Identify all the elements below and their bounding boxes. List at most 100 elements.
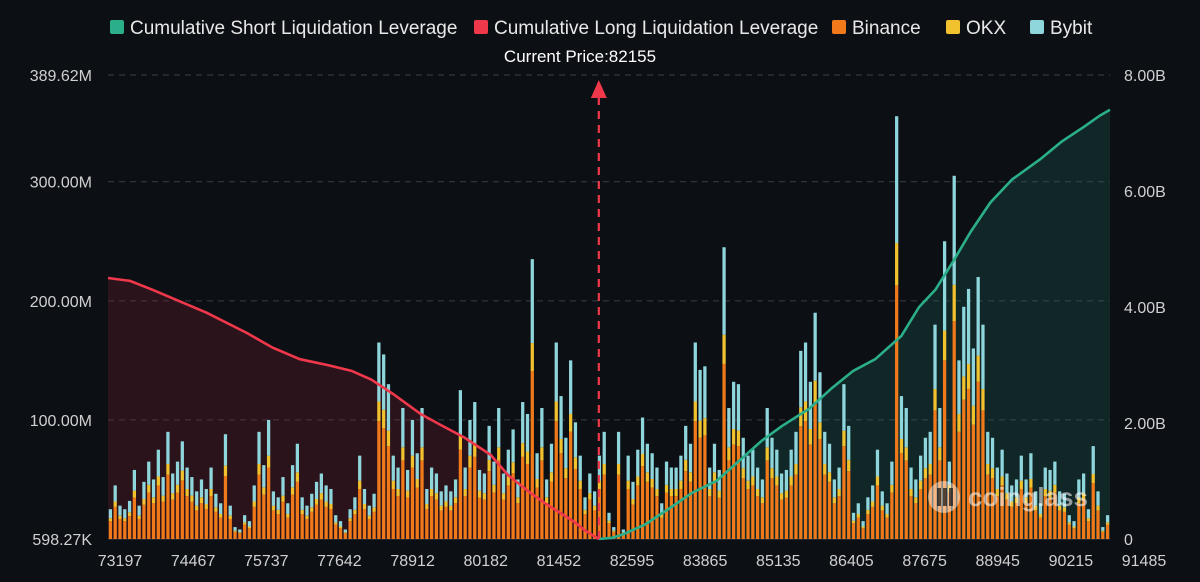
bar-okx <box>612 530 616 532</box>
bar-bybit <box>626 455 630 481</box>
bar-bybit <box>827 443 832 473</box>
bar-binance <box>142 504 146 539</box>
bar-group <box>712 443 717 539</box>
bar-okx <box>372 507 376 512</box>
bar-bybit <box>171 473 175 494</box>
bar-bybit <box>166 431 170 464</box>
bar-okx <box>108 518 113 522</box>
bar-group <box>233 527 237 539</box>
bar-okx <box>799 407 803 427</box>
bar-okx <box>156 476 160 486</box>
bar-binance <box>732 444 736 539</box>
bar-group <box>525 413 530 539</box>
bar-group <box>1082 473 1086 539</box>
bar-binance <box>885 517 889 539</box>
bar-bybit <box>247 521 252 527</box>
bar-binance <box>1067 524 1071 539</box>
bar-bybit <box>137 505 141 516</box>
bar-okx <box>444 501 448 507</box>
bar-okx <box>789 476 793 486</box>
bar-bybit <box>612 527 616 531</box>
bar-bybit <box>343 529 347 533</box>
bar-binance <box>875 485 880 539</box>
bar-bybit <box>794 431 798 464</box>
bar-okx <box>832 497 836 504</box>
bar-bybit <box>525 413 530 452</box>
bar-okx <box>588 493 592 500</box>
bar-group <box>113 485 117 539</box>
bar-group <box>1086 509 1091 539</box>
bar-group <box>108 509 113 539</box>
bar-bybit <box>1034 491 1038 506</box>
bar-binance <box>233 531 237 539</box>
bar-group <box>420 408 424 539</box>
bar-bybit <box>425 488 429 504</box>
legend-swatch <box>1030 20 1044 34</box>
bar-bybit <box>348 509 352 519</box>
bar-group <box>319 473 323 539</box>
bar-group <box>118 505 122 539</box>
bar-bybit <box>919 455 923 481</box>
bar-binance <box>1038 517 1043 539</box>
bar-okx <box>290 487 295 495</box>
bar-group <box>223 434 228 539</box>
bar-bybit <box>190 477 194 496</box>
bar-group <box>789 449 793 539</box>
bar-group <box>535 453 539 539</box>
bar-bybit <box>712 443 717 473</box>
bar-bybit <box>473 402 477 444</box>
bar-group <box>1005 473 1009 539</box>
bar-binance <box>209 496 213 539</box>
bar-binance <box>995 496 999 539</box>
bar-okx <box>1105 522 1110 525</box>
bar-bybit <box>664 461 669 485</box>
bar-group <box>276 497 280 539</box>
bar-group <box>334 515 338 539</box>
bar-okx <box>688 472 693 482</box>
bar-okx <box>736 430 741 447</box>
bar-group <box>688 443 693 539</box>
bar-bybit <box>674 467 678 489</box>
bar-bybit <box>688 443 693 473</box>
bar-group <box>362 488 367 539</box>
bar-bybit <box>300 497 304 510</box>
left-tick-label: 300.00M <box>30 175 92 192</box>
bar-group <box>703 366 707 539</box>
bar-binance <box>444 506 448 539</box>
bar-bybit <box>732 381 736 429</box>
bar-bybit <box>410 419 415 456</box>
bar-okx <box>573 457 578 469</box>
bar-okx <box>166 463 170 475</box>
left-tick-label: 100.00M <box>30 413 92 430</box>
bar-okx <box>875 476 880 486</box>
bar-group <box>286 503 290 539</box>
x-axis: 73197 74467 75737 77642 78912 80182 81452 82595… <box>98 553 1167 570</box>
bar-okx <box>684 459 688 472</box>
bar-binance <box>137 518 141 539</box>
bar-binance <box>1019 488 1023 539</box>
bar-okx <box>329 503 333 509</box>
x-tick-label: 80182 <box>463 553 508 570</box>
bar-okx <box>410 455 415 468</box>
bar-group <box>324 485 328 539</box>
bar-binance <box>396 496 400 539</box>
bar-okx <box>228 515 232 519</box>
bar-binance <box>271 510 276 539</box>
bar-binance <box>621 533 626 539</box>
bar-bybit <box>310 493 314 508</box>
bar-group <box>813 312 817 539</box>
bar-group <box>487 425 491 539</box>
bar-okx <box>909 488 913 497</box>
bar-binance <box>928 474 932 539</box>
bar-group <box>1101 527 1105 539</box>
bar-bybit <box>1043 467 1047 489</box>
bar-okx <box>127 512 132 517</box>
bar-group <box>195 491 199 539</box>
bar-group <box>463 467 467 539</box>
bar-okx <box>463 488 467 497</box>
bar-okx <box>223 465 228 477</box>
bar-binance <box>947 492 952 539</box>
bar-bybit <box>353 497 357 510</box>
bar-okx <box>616 463 621 475</box>
bar-group <box>1024 479 1028 539</box>
